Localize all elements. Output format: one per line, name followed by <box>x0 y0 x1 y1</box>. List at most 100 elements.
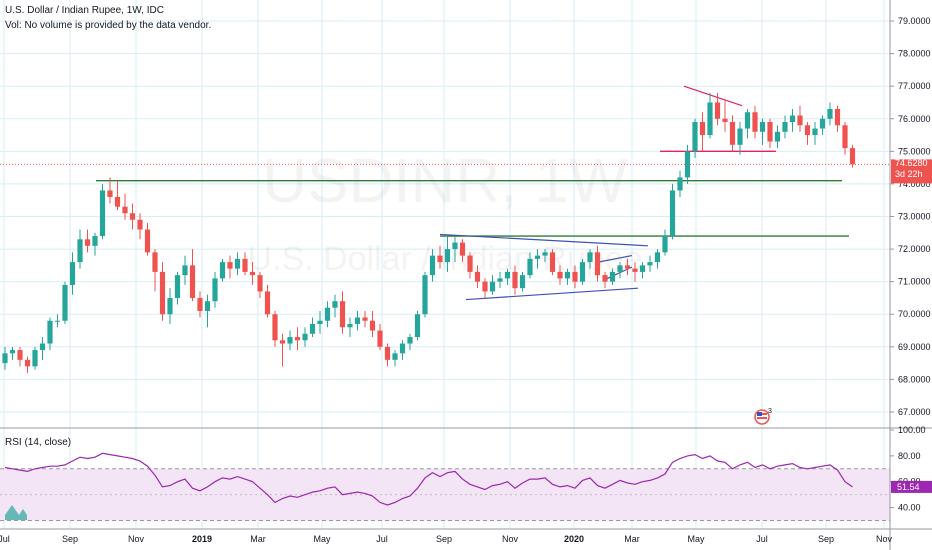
price-tick-label: 75.0000 <box>898 146 931 156</box>
tradingview-logo[interactable] <box>5 505 27 520</box>
candle-body <box>797 115 803 126</box>
candle-body <box>572 271 578 282</box>
candle-body <box>137 219 143 230</box>
candle-body <box>362 317 368 321</box>
candle-body <box>159 271 166 315</box>
channel-bottom-line <box>465 287 639 301</box>
candle-body <box>407 337 413 344</box>
candle-body <box>587 252 593 263</box>
candle-body <box>534 255 541 259</box>
candle-body <box>482 281 488 292</box>
price-tick-label: 76.0000 <box>898 114 931 124</box>
candle-body <box>459 242 466 256</box>
candle-body <box>32 350 38 367</box>
candle-body <box>272 314 278 341</box>
candle-body <box>429 255 436 276</box>
candle-body <box>474 271 481 282</box>
chart-title: U.S. Dollar / Indian Rupee, 1W, IDC <box>5 5 164 16</box>
candle-body <box>242 258 248 272</box>
candle-body <box>819 118 826 129</box>
candle-body <box>377 330 383 347</box>
candle-body <box>677 177 683 191</box>
candle-body <box>129 213 136 220</box>
price-tick-label: 71.0000 <box>898 277 931 287</box>
candle-body <box>17 350 23 360</box>
price-tick-label: 77.0000 <box>898 81 931 91</box>
candle-body <box>722 118 728 123</box>
rsi-tick-label: 80.00 <box>898 451 921 461</box>
candle-body <box>219 262 226 279</box>
time-tick-label: 2019 <box>192 534 212 544</box>
time-tick-label: 2020 <box>564 534 584 544</box>
price-tick-label: 79.0000 <box>898 16 931 26</box>
price-axis[interactable]: 79.0000 78.0000 77.0000 76.0000 75.0000 74.00… <box>890 16 931 417</box>
descending-resistance-line <box>683 85 743 107</box>
candle-body <box>489 281 496 292</box>
candle-body <box>669 190 676 237</box>
watermark-symbol: USDINR, 1W <box>262 147 628 216</box>
candle-body <box>189 265 196 298</box>
candle-body <box>557 271 563 279</box>
candles <box>2 92 856 373</box>
us-flag-icon[interactable]: 3 <box>754 408 772 425</box>
candle-body <box>639 265 646 272</box>
candle-body <box>122 206 128 214</box>
candle-body <box>594 252 601 276</box>
price-tick-label: 73.0000 <box>898 212 931 222</box>
candle-body <box>767 122 773 142</box>
candle-body <box>647 262 653 266</box>
candle-body <box>842 125 848 149</box>
candle-body <box>504 271 511 279</box>
time-axis[interactable]: Jul Sep Nov 2019 Mar May Jul Sep Nov 2020 Mar May Ju… <box>0 534 892 544</box>
triangle-top-line <box>597 255 633 263</box>
candle-body <box>729 122 736 145</box>
candle-body <box>399 343 406 354</box>
price-tick-label: 67.0000 <box>898 407 931 417</box>
rsi-value-tag: 51.54 <box>891 480 932 493</box>
candle-body <box>144 229 151 253</box>
candle-body <box>107 190 113 197</box>
price-tick-label: 78.0000 <box>898 49 931 59</box>
volume-note: Vol: No volume is provided by the data v… <box>5 20 212 31</box>
candle-body <box>347 324 353 328</box>
candle-body <box>62 284 68 321</box>
time-tick-label: Jul <box>0 534 10 544</box>
candle-body <box>84 239 91 246</box>
candle-body <box>152 252 158 272</box>
rsi-indicator-label[interactable]: RSI (14, close) <box>5 437 72 448</box>
time-tick-label: Nov <box>128 534 145 544</box>
time-tick-label: Mar <box>250 534 266 544</box>
candle-body <box>782 122 788 132</box>
candle-body <box>47 320 53 344</box>
candle-body <box>617 265 623 272</box>
price-tick-label: 68.0000 <box>898 374 931 384</box>
rsi-line <box>4 452 853 506</box>
candle-body <box>602 275 608 282</box>
trend-drawings[interactable] <box>439 85 743 301</box>
candle-body <box>422 275 428 315</box>
time-tick-label: Sep <box>818 534 834 544</box>
candle-body <box>9 350 16 354</box>
candle-body <box>527 258 533 276</box>
time-tick-label: May <box>313 534 331 544</box>
candle-body <box>249 271 256 276</box>
last-price-value: 74.6280 <box>895 158 928 168</box>
candle-body <box>339 301 346 328</box>
candle-body <box>519 275 526 289</box>
price-levels <box>0 150 890 237</box>
candle-body <box>324 307 331 321</box>
candle-body <box>234 258 241 269</box>
rsi-guides <box>0 468 890 522</box>
candle-body <box>212 278 218 302</box>
candle-body <box>414 314 421 338</box>
candle-body <box>24 359 31 367</box>
candle-body <box>624 265 631 269</box>
time-tick-label: Jul <box>376 534 388 544</box>
candle-body <box>264 291 271 315</box>
candle-body <box>774 131 781 142</box>
time-tick-label: Sep <box>436 534 452 544</box>
candle-body <box>752 112 758 132</box>
candle-body <box>54 320 61 322</box>
